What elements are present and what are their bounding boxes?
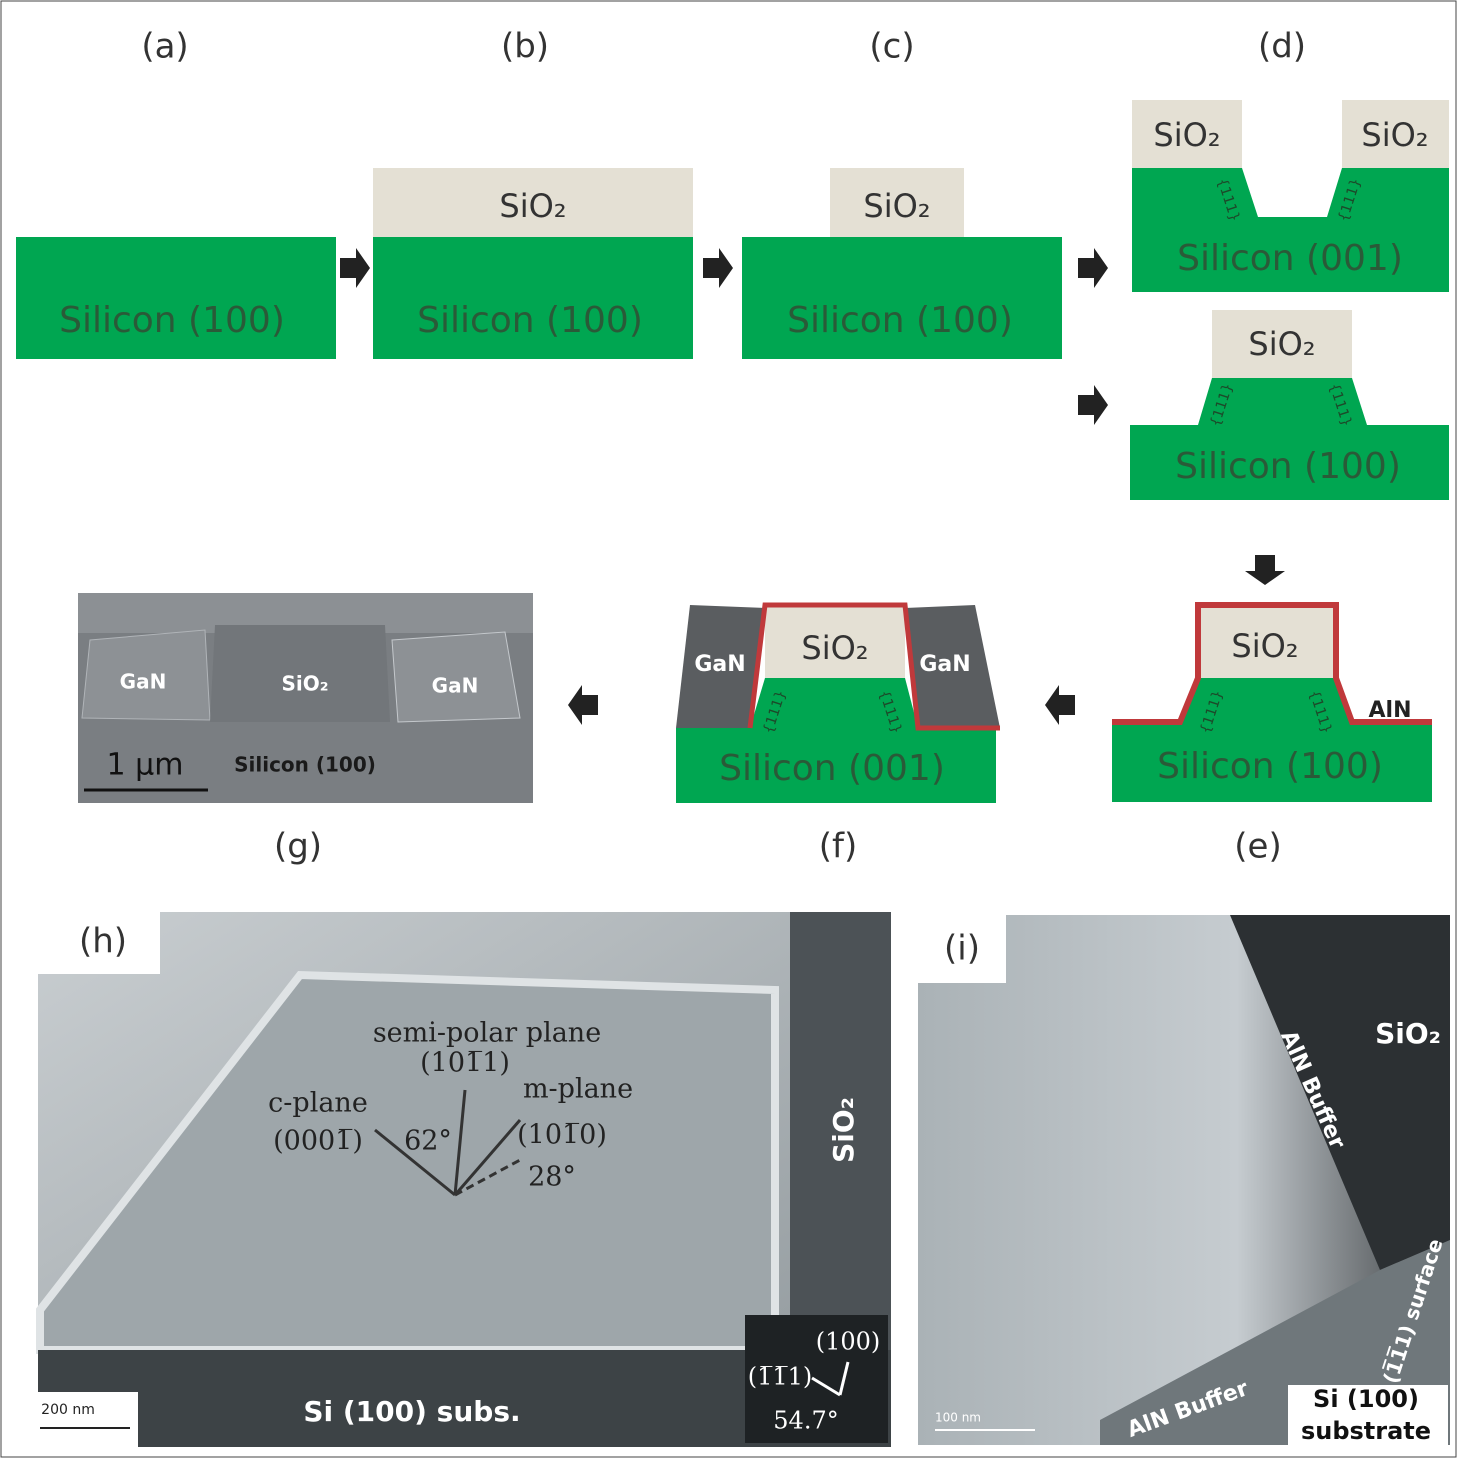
angle-label: 62°: [404, 1126, 452, 1157]
panel-label: (e): [1234, 827, 1281, 867]
oxide: [1198, 605, 1336, 678]
scale-label: 200 nm: [41, 1402, 95, 1418]
silicon: [1132, 168, 1449, 292]
oxide: [765, 605, 905, 678]
oxide-region: [790, 912, 891, 1352]
panel-label: (c): [869, 27, 914, 67]
substrate-label: Silicon (100): [59, 300, 285, 341]
oxide-label: SiO₂: [863, 187, 930, 225]
oxide-label: SiO₂: [801, 629, 868, 667]
panel-label: (a): [141, 27, 188, 67]
oxide-region: [1230, 915, 1450, 1270]
panel-label: (d): [1258, 27, 1306, 67]
aln-layer: [1112, 602, 1432, 725]
gan-label: GaN: [120, 670, 167, 694]
m-plane-label: m-plane: [523, 1074, 633, 1105]
silicon: [676, 728, 996, 803]
plane-arrows: [374, 1089, 522, 1197]
silicon: [742, 237, 1062, 359]
substrate-label: Silicon (001): [1177, 238, 1403, 279]
substrate-label: Silicon (100): [1157, 746, 1383, 787]
oxide: [1342, 100, 1449, 168]
gan-label: GaN: [694, 652, 745, 677]
panel-label: (g): [274, 827, 322, 867]
substrate-label: Silicon (100): [787, 300, 1013, 341]
oxide-label: SiO₂: [1231, 627, 1298, 665]
oxide-label: SiO₂: [1248, 325, 1315, 363]
panel-label: (f): [819, 827, 858, 867]
angle-label: 28°: [528, 1162, 576, 1193]
substrate-label: Silicon (100): [417, 300, 643, 341]
aln-label: AlN: [1369, 698, 1412, 723]
arrow: [1245, 555, 1285, 585]
silicon: [373, 237, 693, 359]
label-box: [918, 915, 1006, 983]
inset-arrows: [811, 1361, 850, 1397]
c-plane-index: (0001̅): [273, 1126, 363, 1157]
panel-label: (i): [944, 929, 980, 969]
scale-label: 1 μm: [107, 748, 184, 783]
oxide-label: SiO₂: [281, 672, 328, 696]
oxide: [373, 168, 693, 237]
gan: [905, 605, 1000, 728]
oxide: [1132, 100, 1242, 168]
gan-region: [36, 970, 779, 1354]
label-box: [38, 912, 160, 974]
substrate-label: Si (100) subs.: [303, 1395, 520, 1428]
silicon: [1112, 678, 1432, 802]
oxide-label: SiO₂: [499, 187, 566, 225]
gan-label: GaN: [432, 674, 479, 698]
substrate-box: [1288, 1385, 1448, 1445]
scale-box: [38, 1392, 138, 1447]
gan-label: GaN: [919, 652, 970, 677]
substrate-label: Silicon (100): [234, 753, 376, 777]
inset-label: (100): [816, 1328, 881, 1356]
substrate-label: substrate: [1301, 1417, 1431, 1445]
gan: [81, 629, 211, 721]
substrate-label: Si (100): [1313, 1385, 1419, 1413]
scale-label: 100 nm: [935, 1411, 981, 1425]
substrate-label: Silicon (100): [1175, 446, 1401, 487]
silicon: [1130, 378, 1449, 500]
oxide-label: SiO₂: [1361, 116, 1428, 154]
inset-label: 54.7°: [773, 1407, 838, 1435]
m-plane-index: (101̅0): [517, 1120, 607, 1151]
panel-label: (b): [501, 27, 549, 67]
oxide-label: SiO₂: [1153, 116, 1220, 154]
oxide-label: SiO₂: [827, 1097, 860, 1163]
arrow: [703, 248, 733, 288]
arrow: [1045, 685, 1075, 725]
silicon: [750, 678, 918, 728]
oxide-label: SiO₂: [1375, 1017, 1441, 1050]
aln-layer: [747, 602, 1000, 731]
panel-label: (h): [79, 922, 127, 962]
c-plane-label: c-plane: [268, 1088, 368, 1119]
gan: [676, 605, 765, 728]
semi-polar-label: semi-polar plane: [373, 1018, 601, 1049]
oxide: [830, 168, 964, 237]
arrow: [568, 685, 598, 725]
silicon: [16, 237, 336, 359]
oxide: [1212, 310, 1352, 378]
gan: [391, 631, 521, 723]
substrate-label: Silicon (001): [719, 748, 945, 789]
arrow: [340, 248, 370, 288]
arrow: [1078, 248, 1108, 288]
oxide: [210, 625, 390, 722]
arrow: [1078, 385, 1108, 425]
semi-polar-index: (101̅1): [420, 1048, 510, 1079]
inset-label: (1̅1̅1): [748, 1363, 813, 1391]
